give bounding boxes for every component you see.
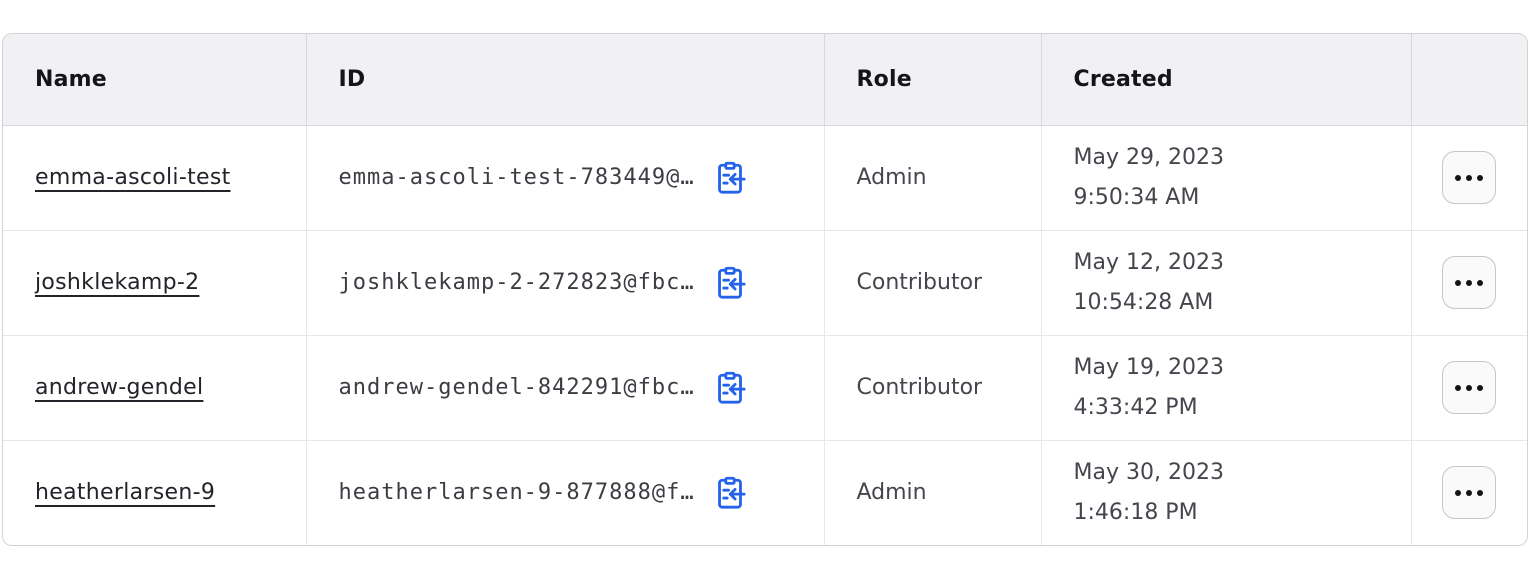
created-time: 1:46:18 PM xyxy=(1073,499,1198,525)
user-id-text: joshklekamp-2-272823@fbc… xyxy=(338,270,695,295)
ellipsis-icon xyxy=(1455,279,1462,286)
users-table: Name ID Role Created emma-ascoli-test em… xyxy=(3,34,1527,545)
clipboard-copy-icon[interactable] xyxy=(713,371,747,405)
user-role: Contributor xyxy=(823,334,1041,440)
user-name-link[interactable]: joshklekamp-2 xyxy=(35,270,200,295)
users-table-card: Name ID Role Created emma-ascoli-test em… xyxy=(2,33,1528,546)
column-header-created: Created xyxy=(1040,34,1411,126)
table-row: emma-ascoli-test emma-ascoli-test-783449… xyxy=(3,125,1527,230)
user-name-link[interactable]: andrew-gendel xyxy=(35,375,204,400)
more-actions-button[interactable] xyxy=(1442,151,1497,204)
ellipsis-icon xyxy=(1455,174,1462,181)
user-role: Admin xyxy=(823,125,1041,230)
ellipsis-icon xyxy=(1455,384,1462,391)
user-id-text: emma-ascoli-test-783449@… xyxy=(338,165,695,190)
user-name-link[interactable]: emma-ascoli-test xyxy=(35,165,231,190)
column-header-name: Name xyxy=(3,34,306,126)
more-actions-button[interactable] xyxy=(1442,466,1497,520)
table-row: joshklekamp-2 joshklekamp-2-272823@fbc… … xyxy=(3,229,1527,335)
user-role: Admin xyxy=(823,439,1041,545)
column-header-role: Role xyxy=(823,34,1041,126)
more-actions-button[interactable] xyxy=(1442,361,1497,414)
table-header-row: Name ID Role Created xyxy=(3,34,1527,126)
user-name-link[interactable]: heatherlarsen-9 xyxy=(35,480,216,506)
more-actions-button[interactable] xyxy=(1442,256,1497,309)
created-time: 10:54:28 AM xyxy=(1073,289,1214,315)
ellipsis-icon xyxy=(1455,489,1462,496)
created-date: May 29, 2023 xyxy=(1073,144,1224,170)
created-date: May 30, 2023 xyxy=(1073,459,1224,485)
created-time: 4:33:42 PM xyxy=(1073,394,1198,420)
user-id-text: heatherlarsen-9-877888@f… xyxy=(338,480,695,506)
created-date: May 12, 2023 xyxy=(1073,249,1224,275)
table-row: andrew-gendel andrew-gendel-842291@fbc… … xyxy=(3,334,1527,440)
column-header-id: ID xyxy=(305,34,824,126)
column-header-actions xyxy=(1410,34,1527,126)
created-time: 9:50:34 AM xyxy=(1073,184,1200,210)
user-role: Contributor xyxy=(823,229,1041,335)
user-id-text: andrew-gendel-842291@fbc… xyxy=(338,375,695,400)
clipboard-copy-icon[interactable] xyxy=(713,266,747,300)
table-row: heatherlarsen-9 heatherlarsen-9-877888@f… xyxy=(3,439,1527,545)
clipboard-copy-icon[interactable] xyxy=(713,476,747,510)
clipboard-copy-icon[interactable] xyxy=(713,161,747,195)
created-date: May 19, 2023 xyxy=(1073,354,1224,380)
